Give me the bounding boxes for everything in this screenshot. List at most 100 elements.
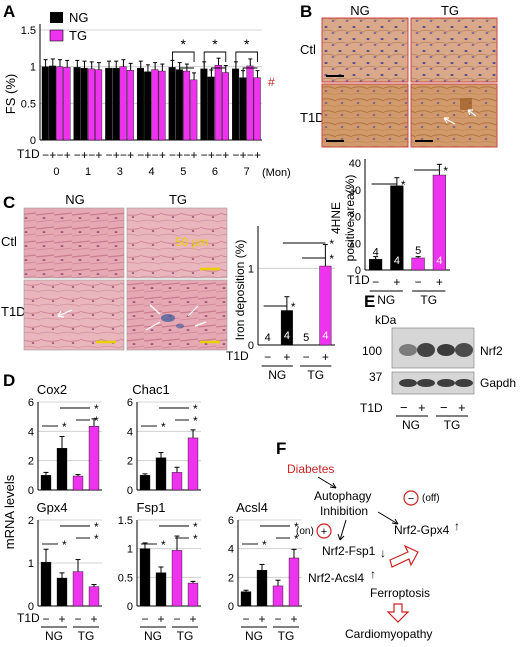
bar	[187, 437, 199, 491]
panel-label-c: C	[3, 193, 15, 212]
significance-star: *	[94, 532, 99, 546]
x-sign-minus: −	[201, 148, 208, 162]
panel-d-ylabel: mRNA levels	[2, 474, 17, 549]
x-sign-plus: +	[290, 612, 297, 626]
histology-b-ng-ctl	[321, 17, 409, 83]
x-sign-plus: +	[95, 148, 102, 162]
x-sign-plus: +	[113, 148, 120, 162]
x-sign-minus: −	[372, 275, 379, 289]
nrf2-band	[417, 343, 435, 357]
x-sign-minus: −	[169, 148, 176, 162]
panel-b-ylabel-1: 4HNE	[329, 202, 343, 234]
bar	[168, 67, 176, 141]
bar	[253, 77, 261, 141]
x-sign-minus: −	[137, 148, 144, 162]
y-tick-label: 6	[127, 397, 133, 409]
significance-bracket	[203, 51, 227, 66]
panel-c-chart: 014−4+5−4+NG TG***	[248, 226, 335, 382]
significance-star: *	[262, 538, 267, 552]
hollow-arrow-icon	[386, 603, 410, 623]
y-tick-label: 4	[127, 426, 133, 438]
significance-star: *	[443, 164, 448, 178]
significance-star: *	[193, 520, 198, 534]
panel-b-col-tg: TG	[441, 3, 459, 18]
legend-label-ng: NG	[69, 10, 89, 25]
bar	[171, 550, 183, 607]
y-tick-label: 6	[28, 397, 34, 409]
histology-c-ng-t1d	[23, 279, 125, 351]
arrow-icon	[57, 309, 73, 318]
histology-c-ng-ctl	[23, 207, 125, 279]
y-tick-label: 2	[127, 456, 133, 468]
x-sign-plus: +	[322, 350, 329, 364]
x-sign-minus: −	[183, 148, 190, 162]
y-tick-label: 0	[28, 601, 34, 613]
arrow-icon	[467, 109, 477, 117]
group-label-ng: NG	[45, 629, 63, 643]
schematic-autophagy-1: Autophagy	[314, 489, 371, 503]
bar	[88, 426, 100, 491]
bar	[207, 76, 215, 141]
bar	[272, 585, 284, 607]
bar	[119, 66, 127, 141]
blot-t1d-label: T1D	[360, 401, 383, 415]
x-sign-plus: +	[258, 612, 265, 626]
panel-b-row-ctl: Ctl	[300, 42, 316, 57]
sample-size-label: 4	[265, 332, 271, 344]
blot-marker-37: 37	[369, 370, 383, 384]
histology-b-tg-ctl	[410, 17, 498, 83]
x-sign-plus: +	[90, 612, 97, 626]
panel-a-t1d-label: T1D	[17, 147, 40, 161]
bar	[80, 67, 88, 141]
schematic-minus-sign: −	[408, 493, 414, 505]
x-sign-minus: −	[274, 612, 281, 626]
significance-bracket	[235, 51, 258, 66]
x-sign-minus: −	[88, 148, 95, 162]
blot-marker-100: 100	[362, 344, 382, 358]
sample-size-label: 4	[373, 246, 379, 258]
significance-star: *	[329, 252, 334, 266]
sample-size-label: 4	[284, 330, 290, 342]
significance-star: *	[244, 36, 250, 52]
bar	[200, 68, 208, 141]
x-sign-minus: −	[264, 350, 271, 364]
panel-c-col-ng: NG	[65, 192, 85, 207]
schematic-acsl4: Nrf2-Acsl4	[308, 571, 364, 585]
x-sign-minus: −	[74, 148, 81, 162]
significance-star: *	[212, 36, 218, 52]
x-sign-plus: +	[127, 148, 134, 162]
bar	[41, 66, 49, 141]
bar	[49, 65, 57, 141]
x-sign-plus: +	[159, 148, 166, 162]
panel-d-t1d-label: T1D	[17, 611, 40, 625]
schematic-fsp1: Nrf2-Fsp1	[322, 544, 376, 558]
panel-a-chart: 00.511.5− + − +0− + − +1− + − +3− + − +4− + − +5− + − +6− +…	[21, 24, 275, 178]
bar	[214, 64, 222, 141]
blot-band-gapdh: Gapdh	[480, 376, 516, 390]
arrow-icon	[337, 533, 345, 541]
sample-size-label: 5	[303, 332, 309, 344]
y-tick-label: 0.5	[118, 572, 133, 584]
nrf2-band	[455, 343, 473, 357]
sample-size-label: 5	[415, 245, 421, 257]
x-sign-minus: −	[152, 148, 159, 162]
group-label-tg: TG	[278, 629, 295, 643]
bar	[56, 577, 68, 607]
schematic-autophagy-2: Inhibition	[320, 504, 368, 518]
group-label-ng: NG	[268, 368, 286, 382]
schematic-on: (on)	[296, 526, 314, 537]
iron-deposit-spot	[161, 314, 175, 322]
sample-size-label: 4	[394, 255, 400, 267]
schematic-diabetes: Diabetes	[287, 462, 334, 476]
significance-star: *	[294, 520, 299, 534]
panel-c-scale-label: 50 µm	[175, 235, 209, 249]
nrf2-band	[399, 344, 417, 356]
gapdh-band	[417, 379, 435, 387]
blot-band-nrf2: Nrf2	[480, 344, 503, 358]
schematic-plus-sign: +	[321, 526, 327, 538]
panel-label-d: D	[3, 371, 15, 390]
x-sign-plus: +	[191, 148, 198, 162]
histology-b-stain-spot	[460, 98, 472, 110]
